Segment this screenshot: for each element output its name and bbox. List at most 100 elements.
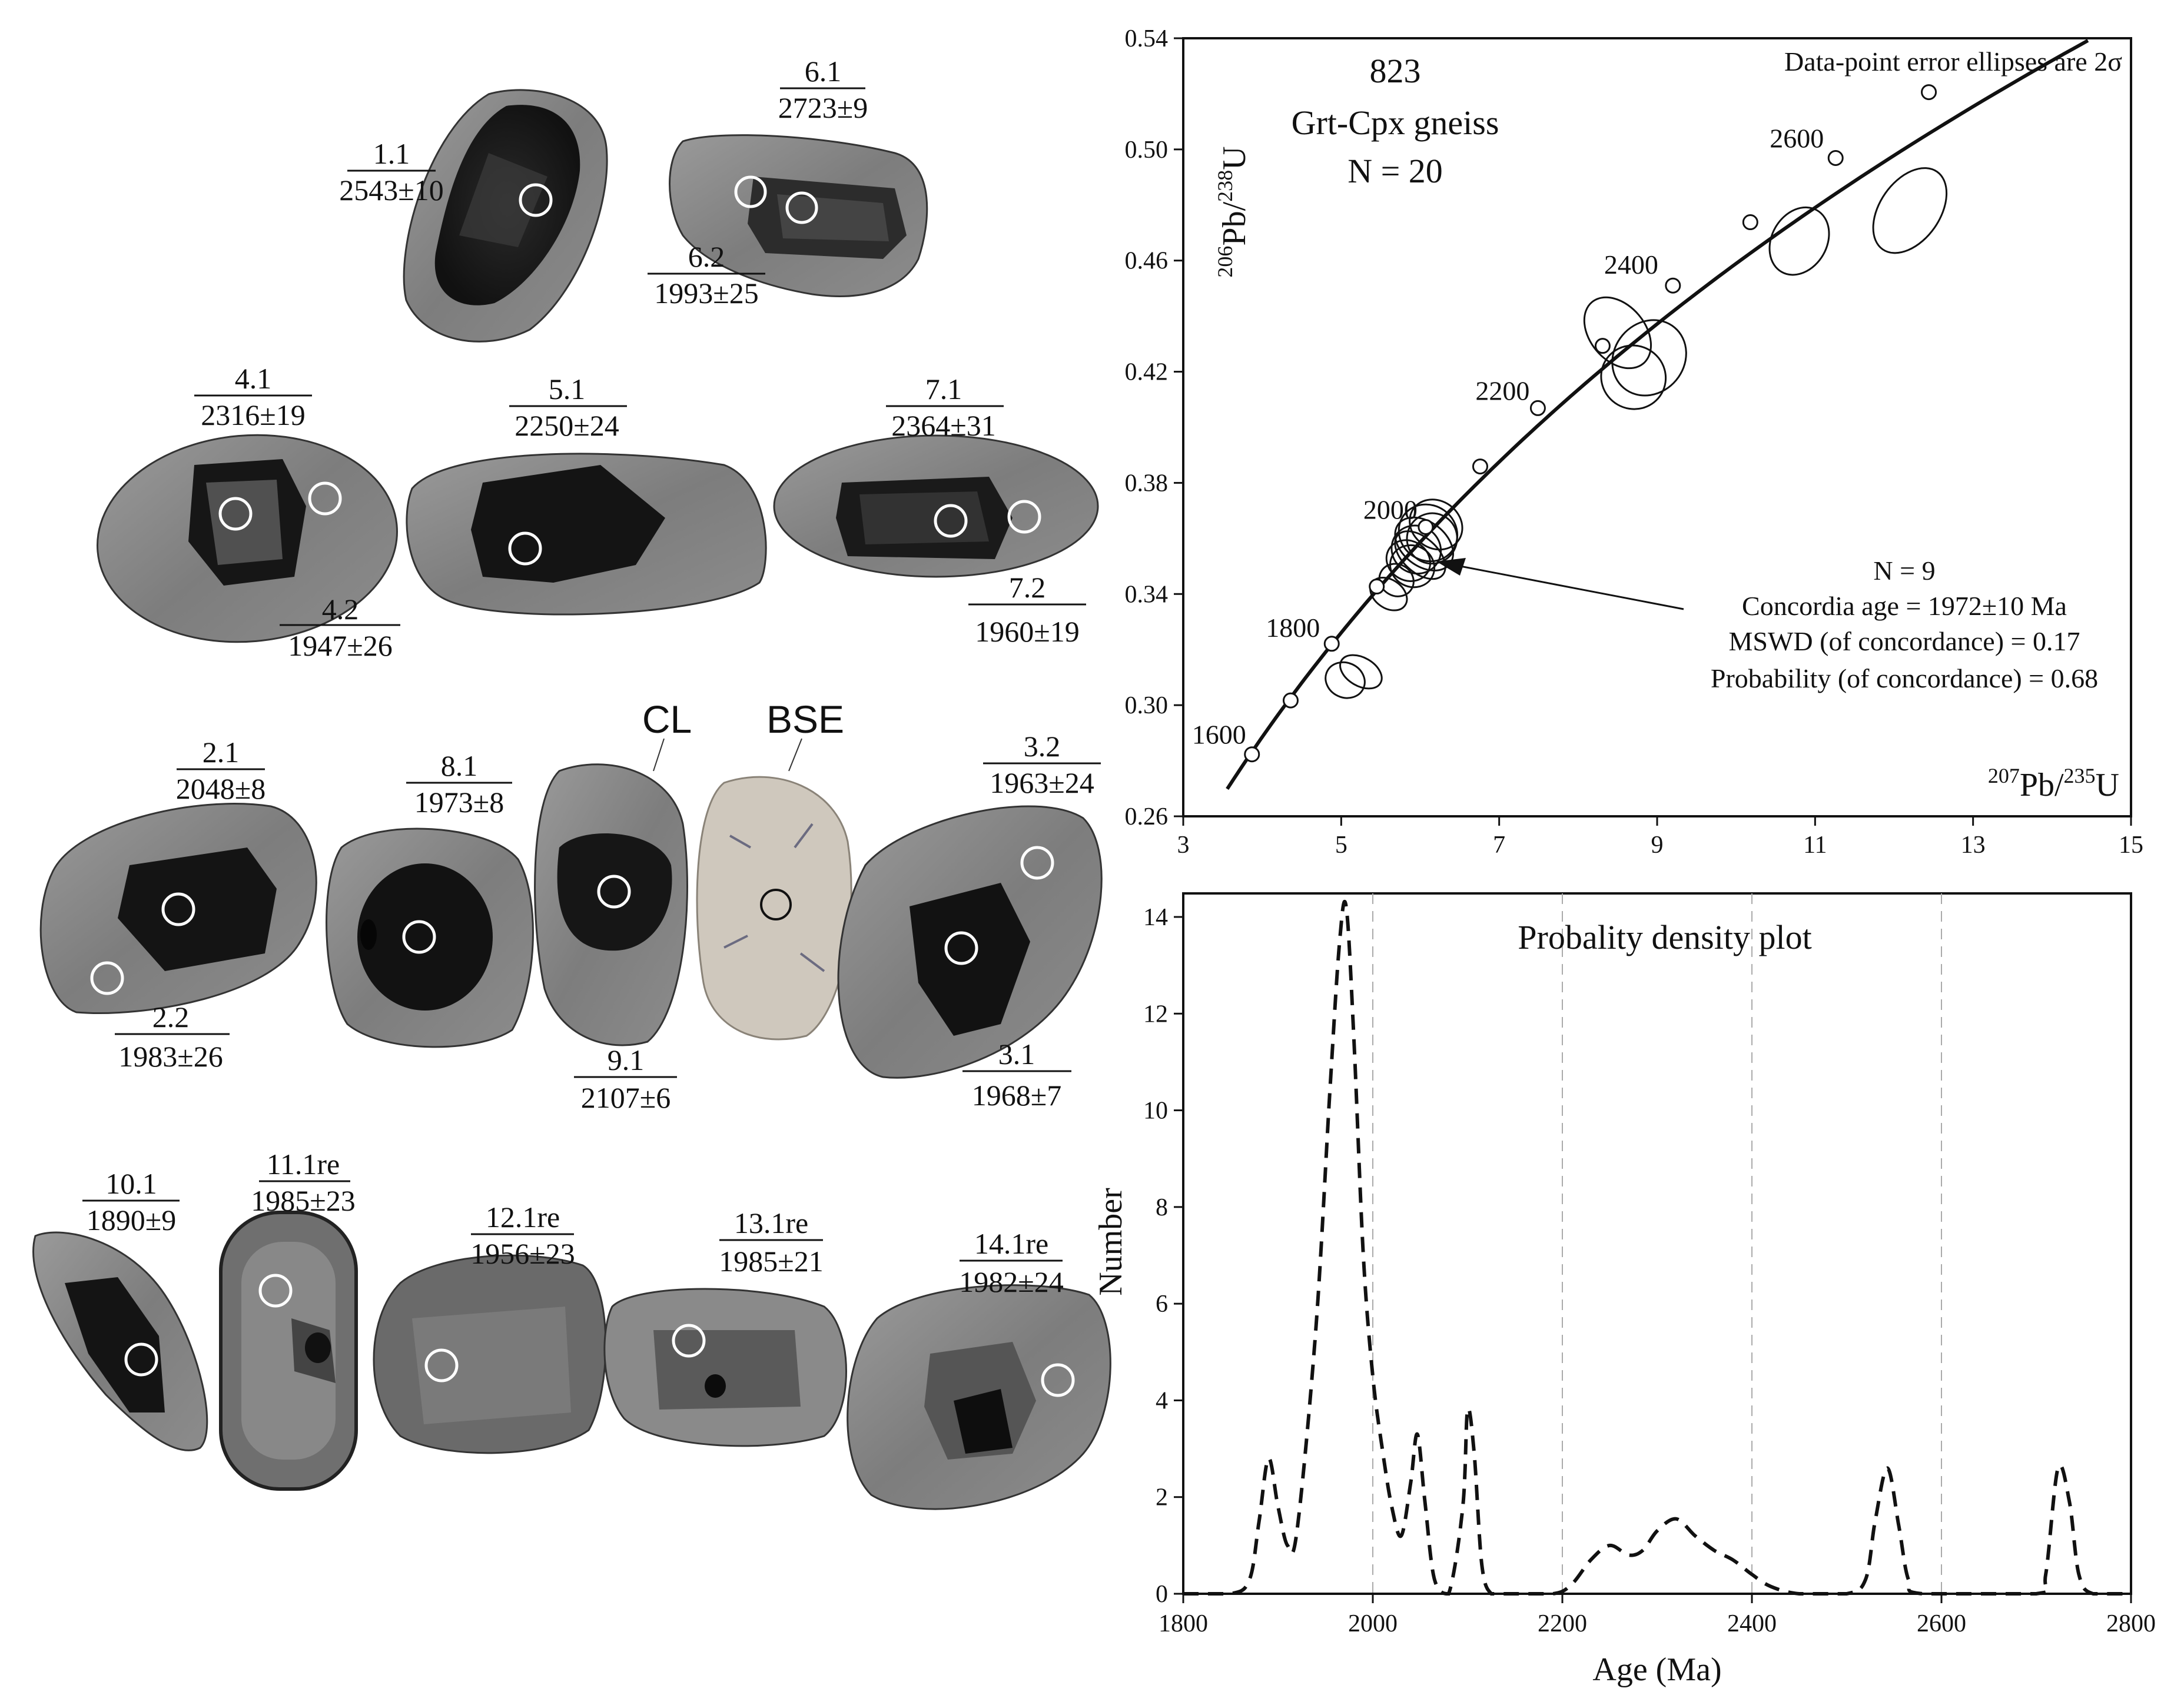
y-tick-label: 6 [1156,1291,1168,1318]
spot-age: 2048±8 [176,772,265,805]
y-tick-label: 12 [1143,1001,1168,1028]
grain-8 [326,827,534,1048]
x-tick-label: 2400 [1727,1610,1777,1637]
age-marker [1282,692,1299,709]
y-tick-label: 0.54 [1125,25,1169,52]
gridlines [1372,893,1942,1594]
spot-label: 2.2 [152,1001,190,1033]
ellipse-note: Data-point error ellipses are 2σ [1784,46,2122,77]
analysis-spot [90,961,124,995]
grain-2 [39,803,317,1014]
analysis-spot [519,183,553,217]
analysis-spot [1020,846,1054,880]
grain-13 [603,1288,847,1447]
y-tick-label: 8 [1156,1194,1168,1221]
analysis-spot [402,920,436,954]
analysis-spot [161,892,195,926]
axis-ticks: 3 5 7 9 11 13 15 0.26 0.30 0.34 0.38 0.42 0.46 0.50 0.… [1125,25,2144,859]
grain-11 [219,1211,358,1491]
concordia-age-labels: 1600 1800 2000 2200 2400 2600 [1192,123,1824,749]
y-tick-label: 4 [1156,1387,1168,1414]
cl-label: CL [642,697,692,741]
error-ellipse [1409,498,1463,551]
age-marker-label: 2600 [1770,123,1824,153]
analysis-spot [308,481,342,516]
x-tick-label: 11 [1803,832,1827,859]
axis-ticks: 1800 2000 2200 2400 2600 2800 0 2 4 6 8 10 12 14 [1143,904,2156,1637]
grain-12 [373,1254,607,1454]
y-axis-title: Number [1093,1188,1129,1296]
grain-4 [97,434,398,643]
age-marker-label: 1800 [1266,613,1320,643]
spot-label: 8.1 [441,749,478,782]
analysis-spot [597,875,631,909]
spot-label: 6.2 [688,240,725,273]
y-tick-label: 14 [1143,904,1168,931]
error-ellipses [1325,167,1948,699]
concordia-diagram: 3 5 7 9 11 13 15 0.26 0.30 0.34 0.38 0.42 0.46 0.50 0.… [1125,25,2144,859]
spot-age: 1985±23 [251,1184,355,1217]
spot-label: 3.2 [1024,730,1061,763]
spot-label: 9.1 [608,1043,645,1076]
grain-7 [773,434,1099,578]
probability-density-plot: 1800 2000 2200 2400 2600 2800 0 2 4 6 8 10 12 14 Prob… [1093,892,2156,1688]
age-marker [1369,579,1385,595]
y-tick-label: 0.34 [1125,581,1169,608]
spot-age: 1993±25 [654,277,758,310]
analysis-spot [218,497,253,531]
analysis-spot [508,531,542,566]
error-ellipse [1583,296,1652,370]
age-marker [1418,519,1434,535]
spot-age: 1968±7 [972,1079,1061,1112]
y-tick-label: 0.50 [1125,137,1169,164]
age-marker [1742,214,1758,231]
grain-14 [847,1284,1111,1510]
spot-label: 1.1 [373,137,410,170]
y-tick-label: 0.42 [1125,359,1169,386]
concordia-age-markers [1244,84,1937,763]
plot-frame [1182,892,2132,1595]
age-marker [1529,400,1546,416]
spot-label: 6.1 [805,55,842,88]
zircon-images [32,89,1111,1510]
age-marker [1921,84,1937,101]
analysis-spot [1041,1363,1075,1397]
spot-label: 12.1re [486,1201,560,1234]
arrowhead [1436,558,1466,576]
grain-3 [837,805,1103,1079]
age-marker-label: 2400 [1604,250,1658,280]
spot-age: 1890±9 [87,1204,176,1237]
spot-label: 11.1re [267,1148,340,1181]
x-tick-label: 3 [1177,832,1190,859]
grain-10 [32,1231,208,1451]
y-tick-label: 0.38 [1125,470,1169,497]
x-tick-label: 5 [1335,832,1347,859]
grain-9-cl [534,738,688,1046]
age-marker-label: 2200 [1475,375,1529,406]
spot-label: 7.2 [1009,571,1046,604]
annotation-arrow [1448,563,1684,610]
age-marker-label: 1600 [1192,720,1246,750]
spot-age: 1963±24 [990,766,1094,799]
age-marker [1827,149,1844,166]
pdp-title: Probality density plot [1518,918,1811,956]
x-tick-label: 2200 [1538,1610,1587,1637]
spot-age: 1983±26 [118,1040,223,1073]
x-tick-label: 13 [1961,832,1986,859]
spot-label: 13.1re [734,1207,808,1239]
error-ellipse [1394,530,1446,580]
concordia-curve [1226,39,2089,790]
analysis-spot [934,504,968,538]
sample-n: N = 20 [1347,152,1443,190]
error-ellipse [1872,167,1948,254]
spot-age: 2316±19 [201,398,305,431]
y-tick-label: 10 [1143,1098,1168,1125]
spot-age: 1985±21 [719,1245,823,1278]
y-tick-label: 0 [1156,1581,1168,1608]
density-curve [1183,900,2131,1596]
age-marker [1323,636,1340,652]
bse-label: BSE [766,697,844,741]
error-ellipse [1378,563,1415,597]
spot-age: 1947±26 [288,629,392,662]
x-tick-label: 1800 [1159,1610,1208,1637]
